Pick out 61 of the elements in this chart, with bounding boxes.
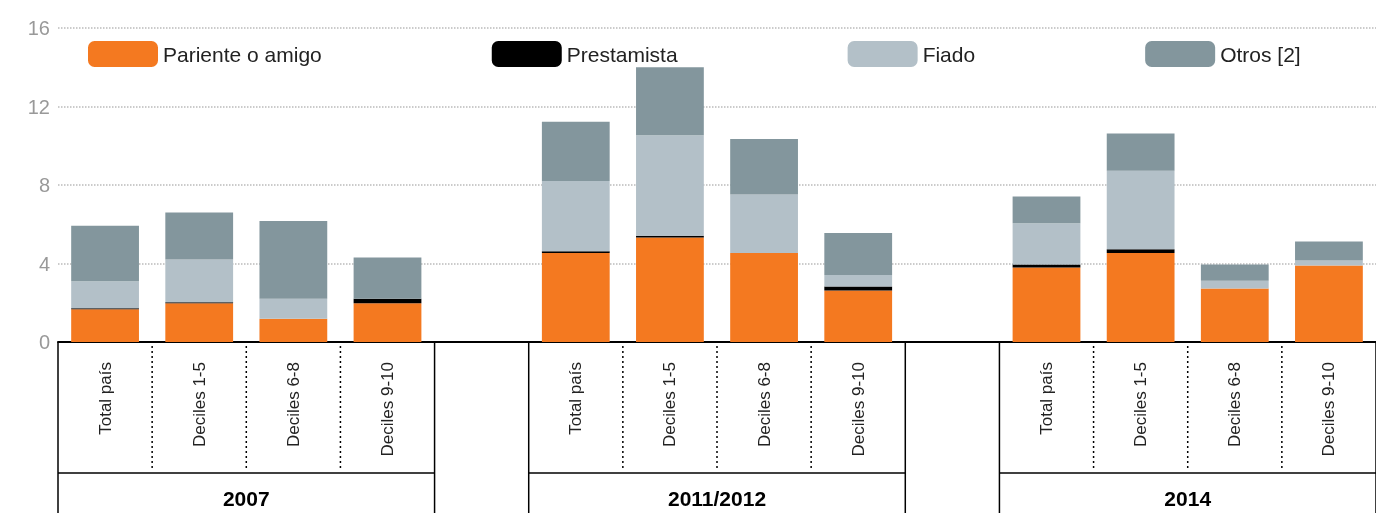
bar — [1200, 264, 1269, 281]
bar — [730, 252, 798, 342]
legend-label: Otros [2] — [1220, 42, 1301, 66]
bar — [353, 257, 422, 299]
bar — [71, 225, 139, 282]
text: 2011/2012 — [667, 487, 767, 510]
y-tick-label: 4 — [38, 252, 50, 275]
bar — [1295, 265, 1363, 342]
bar — [165, 303, 234, 342]
bar — [165, 212, 234, 260]
bar — [353, 303, 422, 342]
bar — [1200, 280, 1269, 289]
text: 2014 — [1164, 487, 1212, 510]
x-tick-label: Deciles 1-5 — [660, 362, 680, 448]
x-tick-label: Deciles 6-8 — [283, 362, 303, 448]
bar — [1012, 223, 1081, 265]
bar — [1106, 249, 1175, 253]
y-tick-label: 0 — [38, 331, 50, 353]
x-tick-label: Deciles 1-5 — [189, 362, 209, 448]
bar — [259, 221, 328, 299]
x-tick-label: Total país — [1037, 362, 1056, 435]
bar — [1106, 170, 1175, 250]
x-tick-label: Deciles 6-8 — [1225, 362, 1245, 448]
bar — [541, 181, 610, 252]
bar — [824, 286, 893, 291]
bar — [259, 318, 328, 342]
bar — [1012, 267, 1081, 342]
bar — [1106, 133, 1175, 171]
bar — [730, 194, 798, 253]
bar — [1200, 288, 1269, 342]
bar — [71, 309, 139, 342]
bar — [71, 281, 139, 309]
bar — [824, 290, 893, 342]
legend-label: Prestamista — [566, 42, 678, 66]
bar — [1012, 196, 1081, 224]
legend-label: Fiado — [922, 42, 976, 66]
text: 2007 — [222, 487, 270, 510]
bar — [636, 135, 704, 236]
legend-label: Pariente o amigo — [163, 42, 322, 66]
bar — [541, 121, 610, 182]
x-tick-label: Deciles 9-10 — [378, 362, 397, 457]
bar — [730, 139, 798, 195]
x-tick-label: Deciles 1-5 — [1131, 362, 1151, 448]
bar — [1295, 241, 1363, 261]
bar — [636, 67, 704, 136]
bar — [1106, 252, 1175, 342]
bar — [824, 232, 893, 276]
bar — [259, 298, 328, 319]
y-tick-label: 8 — [38, 174, 50, 196]
bar — [541, 252, 610, 342]
x-tick-label: Deciles 9-10 — [848, 362, 868, 457]
x-tick-label: Total país — [95, 362, 115, 435]
x-tick-label: Total país — [566, 362, 586, 435]
x-tick-label: Deciles 9-10 — [1319, 362, 1339, 457]
y-tick-label: 16 — [27, 17, 50, 39]
bar — [636, 237, 704, 342]
bar — [165, 259, 234, 303]
x-tick-label: Deciles 6-8 — [754, 362, 774, 448]
y-tick-label: 12 — [27, 95, 50, 118]
bar — [824, 275, 893, 287]
bar — [1012, 264, 1081, 268]
